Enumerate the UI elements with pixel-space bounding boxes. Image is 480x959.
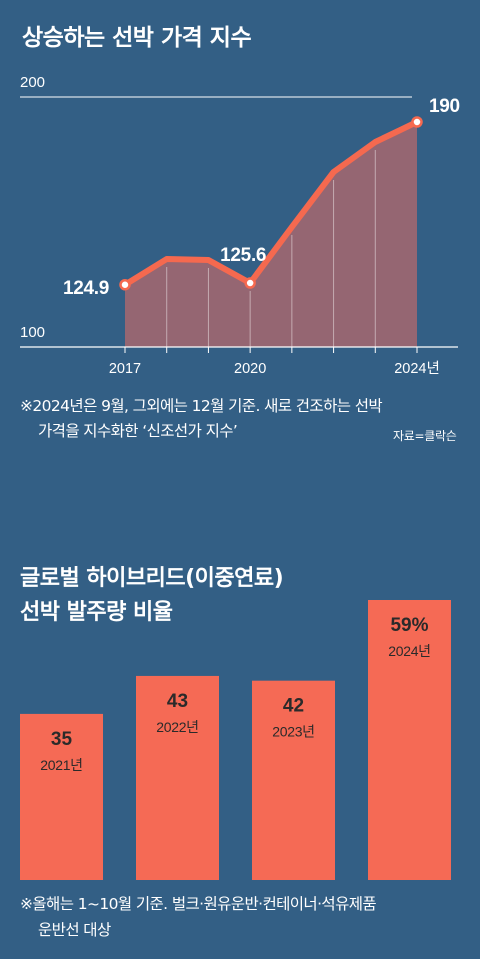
y-tick-label-200: 200 (20, 74, 45, 91)
series-line (122, 119, 420, 288)
bar-value-label: 42 (283, 696, 304, 717)
bar-value-label: 43 (167, 691, 188, 712)
chart1-note-line1: ※2024년은 9월, 그외에는 12월 기준. 새로 건조하는 선박 (20, 397, 383, 415)
data-label-2024: 190 (429, 96, 460, 117)
area-fill (125, 122, 417, 347)
x-tick-label-2017: 2017 (109, 361, 141, 377)
bar-2021년 (20, 713, 103, 880)
hybrid-ship-order-chart: 35 2021년 43 2022년 42 2023년 59% 2024년 (20, 600, 451, 880)
data-point-2017 (119, 279, 131, 291)
bar-value-label: 35 (51, 729, 73, 750)
x-tick-label-2020: 2020 (234, 361, 266, 377)
chart2-title-line2: 선박 발주량 비율 (20, 600, 173, 625)
chart2-title: 글로벌 하이브리드(이중연료) 선박 발주량 비율 (20, 562, 284, 630)
chart2-note-line1: ※올해는 1~10월 기준. 벌크·원유운반·컨테이너·석유제품 (20, 895, 377, 913)
chart2-title-line1: 글로벌 하이브리드(이중연료) (20, 566, 284, 591)
bar-category-label: 2021년 (40, 757, 83, 773)
data-point-2020 (244, 277, 256, 289)
chart1-title: 상승하는 선박 가격 지수 (22, 25, 252, 51)
ship-price-index-chart: 200 100 124.9 125.6 190 2017 2020 2024년 (20, 74, 460, 377)
bar-2024년 (368, 600, 451, 880)
x-tick-label-2024: 2024년 (394, 360, 440, 377)
chart2-note-line2: 운반선 대상 (38, 921, 111, 939)
chart1-source: 자료=클락슨 (393, 429, 457, 443)
bar-category-label: 2024년 (388, 643, 431, 659)
data-label-2020: 125.6 (220, 245, 266, 266)
bar-category-label: 2023년 (272, 724, 315, 740)
data-label-2017: 124.9 (63, 278, 109, 299)
y-tick-label-100: 100 (20, 324, 45, 341)
bar-value-label: 59% (390, 615, 428, 636)
bar-2023년 (252, 680, 335, 880)
data-point-2024 (411, 116, 423, 128)
chart1-note-line2: 가격을 지수화한 ‘신조선가 지수’ (38, 422, 238, 440)
bar-2022년 (136, 675, 219, 880)
bar-category-label: 2022년 (156, 719, 199, 735)
